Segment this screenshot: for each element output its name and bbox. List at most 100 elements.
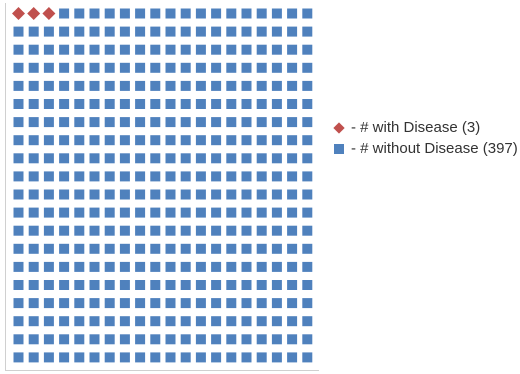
marker-without-disease — [119, 334, 130, 345]
marker-without-disease — [104, 171, 115, 182]
marker-without-disease — [43, 44, 54, 55]
marker-without-disease — [271, 153, 282, 164]
marker-without-disease — [135, 117, 146, 128]
marker-without-disease — [43, 153, 54, 164]
marker-without-disease — [59, 8, 70, 19]
marker-without-disease — [43, 135, 54, 146]
marker-without-disease — [59, 225, 70, 236]
marker-without-disease — [226, 316, 237, 327]
marker-without-disease — [28, 207, 39, 218]
marker-without-disease — [165, 352, 176, 363]
marker-without-disease — [150, 8, 161, 19]
marker-without-disease — [165, 334, 176, 345]
marker-without-disease — [180, 189, 191, 200]
marker-without-disease — [135, 135, 146, 146]
marker-without-disease — [195, 62, 206, 73]
marker-without-disease — [59, 334, 70, 345]
marker-without-disease — [119, 44, 130, 55]
marker-without-disease — [43, 26, 54, 37]
marker-without-disease — [226, 117, 237, 128]
marker-without-disease — [302, 243, 313, 254]
marker-without-disease — [104, 280, 115, 290]
marker-without-disease — [13, 352, 24, 363]
marker-without-disease — [74, 261, 85, 272]
marker-without-disease — [13, 261, 24, 272]
marker-without-disease — [43, 261, 54, 272]
marker-without-disease — [226, 243, 237, 254]
marker-without-disease — [89, 352, 100, 363]
marker-without-disease — [226, 8, 237, 19]
marker-without-disease — [135, 189, 146, 200]
marker-without-disease — [241, 117, 252, 128]
marker-without-disease — [165, 117, 176, 128]
marker-without-disease — [180, 261, 191, 272]
marker-without-disease — [302, 8, 313, 19]
marker-without-disease — [226, 189, 237, 200]
marker-without-disease — [43, 99, 54, 109]
marker-without-disease — [150, 171, 161, 182]
marker-without-disease — [287, 44, 298, 55]
marker-without-disease — [302, 153, 313, 164]
marker-without-disease — [287, 99, 298, 109]
marker-without-disease — [13, 243, 24, 254]
marker-without-disease — [271, 135, 282, 146]
marker-without-disease — [13, 117, 24, 128]
marker-without-disease — [104, 135, 115, 146]
marker-without-disease — [180, 316, 191, 327]
marker-without-disease — [211, 189, 222, 200]
marker-without-disease — [302, 261, 313, 272]
marker-without-disease — [271, 280, 282, 290]
marker-without-disease — [28, 62, 39, 73]
marker-without-disease — [226, 298, 237, 309]
marker-without-disease — [135, 153, 146, 164]
marker-without-disease — [43, 298, 54, 309]
marker-without-disease — [28, 280, 39, 290]
marker-without-disease — [59, 189, 70, 200]
marker-without-disease — [287, 298, 298, 309]
marker-without-disease — [226, 44, 237, 55]
marker-without-disease — [150, 62, 161, 73]
marker-without-disease — [287, 26, 298, 37]
marker-without-disease — [180, 44, 191, 55]
marker-without-disease — [256, 298, 267, 309]
marker-without-disease — [13, 225, 24, 236]
marker-without-disease — [241, 316, 252, 327]
marker-without-disease — [13, 334, 24, 345]
marker-without-disease — [226, 153, 237, 164]
marker-without-disease — [119, 153, 130, 164]
marker-without-disease — [287, 207, 298, 218]
marker-without-disease — [135, 62, 146, 73]
marker-without-disease — [28, 80, 39, 91]
marker-without-disease — [59, 352, 70, 363]
marker-without-disease — [59, 62, 70, 73]
marker-without-disease — [165, 171, 176, 182]
marker-without-disease — [59, 316, 70, 327]
marker-without-disease — [104, 352, 115, 363]
marker-without-disease — [150, 207, 161, 218]
marker-without-disease — [28, 99, 39, 109]
marker-without-disease — [89, 135, 100, 146]
marker-without-disease — [241, 280, 252, 290]
marker-with-disease — [12, 7, 25, 20]
legend: - # with Disease (3) - # without Disease… — [333, 117, 518, 159]
marker-without-disease — [89, 26, 100, 37]
marker-without-disease — [287, 117, 298, 128]
marker-without-disease — [74, 352, 85, 363]
marker-without-disease — [256, 207, 267, 218]
marker-without-disease — [13, 316, 24, 327]
marker-without-disease — [180, 298, 191, 309]
marker-without-disease — [150, 135, 161, 146]
marker-without-disease — [43, 189, 54, 200]
marker-without-disease — [271, 352, 282, 363]
marker-without-disease — [211, 26, 222, 37]
marker-without-disease — [119, 99, 130, 109]
marker-without-disease — [104, 225, 115, 236]
legend-item-with-disease: - # with Disease (3) — [333, 117, 518, 138]
marker-without-disease — [59, 153, 70, 164]
marker-without-disease — [119, 62, 130, 73]
marker-without-disease — [195, 26, 206, 37]
marker-without-disease — [89, 8, 100, 19]
marker-without-disease — [89, 117, 100, 128]
marker-without-disease — [271, 26, 282, 37]
